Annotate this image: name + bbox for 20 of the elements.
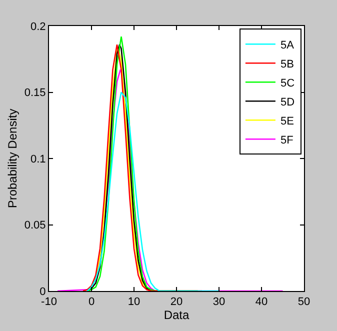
x-tick-label: 40 xyxy=(255,296,268,308)
legend-label: 5F xyxy=(280,134,294,146)
x-tick-label: 0 xyxy=(88,296,95,308)
legend-label: 5D xyxy=(280,96,295,108)
legend-label: 5B xyxy=(280,58,294,70)
y-axis-title: Probability Density xyxy=(6,108,20,208)
y-tick-label: 0.05 xyxy=(24,220,46,232)
legend-label: 5A xyxy=(280,39,295,52)
x-tick-label: 50 xyxy=(298,296,310,308)
y-tick-label: 0.2 xyxy=(30,20,46,33)
legend-label: 5C xyxy=(280,77,295,90)
y-tick-label: 0 xyxy=(40,286,46,298)
y-tick-label: 0.1 xyxy=(30,153,46,166)
x-axis-title: Data xyxy=(164,308,190,322)
legend-label: 5E xyxy=(280,115,294,128)
y-tick-label: 0.15 xyxy=(24,87,46,100)
x-tick-label: 10 xyxy=(128,296,140,308)
x-tick-label: 30 xyxy=(212,296,226,308)
x-tick-label: 20 xyxy=(170,296,183,308)
x-tick-label: -10 xyxy=(41,296,57,308)
